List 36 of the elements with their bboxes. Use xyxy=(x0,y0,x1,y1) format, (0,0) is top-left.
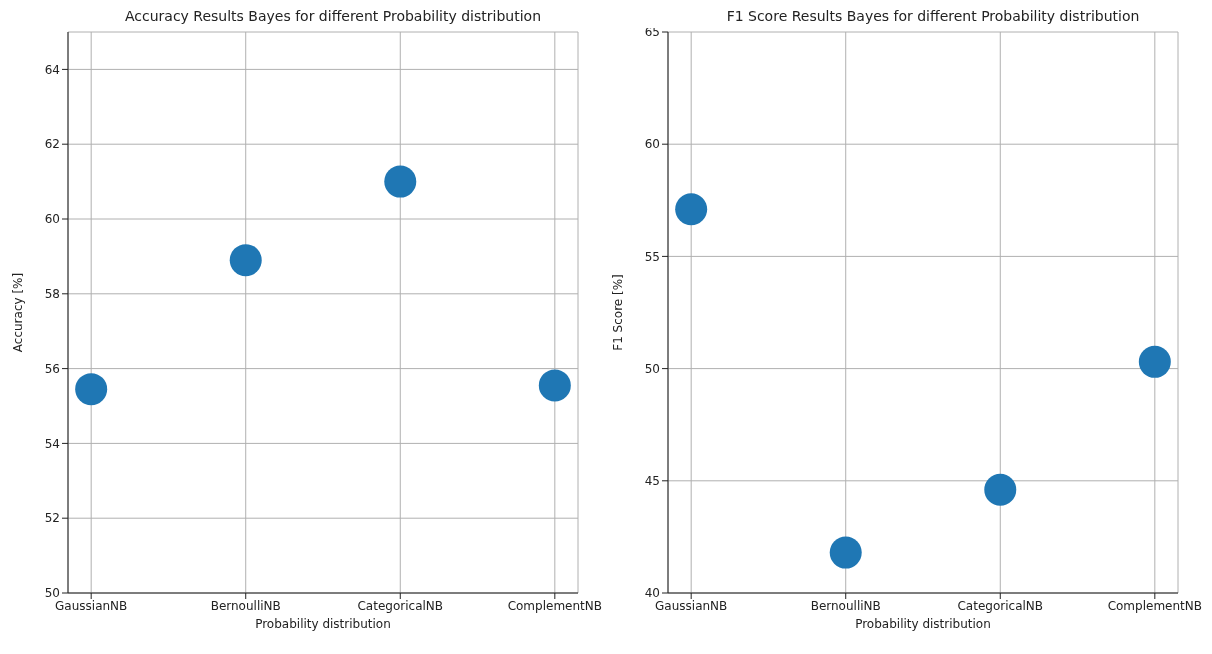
x-axis-title: Probability distribution xyxy=(855,617,991,631)
point xyxy=(675,193,708,226)
y-tick-label: 65 xyxy=(644,25,660,40)
x-axis-title: Probability distribution xyxy=(255,617,391,631)
x-tick-label: GaussianNB xyxy=(655,598,728,613)
y-tick-label: 56 xyxy=(44,361,60,376)
y-tick-label: 50 xyxy=(644,361,660,376)
x-tick-label: GaussianNB xyxy=(55,598,128,613)
y-axis-title: F1 Score [%] xyxy=(611,274,626,351)
y-tick-label: 45 xyxy=(644,474,660,489)
x-tick-label: CategoricalNB xyxy=(357,598,444,613)
x-tick-label: ComplementNB xyxy=(1107,598,1202,613)
y-tick-label: 50 xyxy=(44,586,60,601)
y-tick-label: 58 xyxy=(44,287,60,302)
y-tick-label: 54 xyxy=(44,436,60,451)
point xyxy=(229,244,262,277)
point xyxy=(75,373,108,406)
x-tick-label: CategoricalNB xyxy=(957,598,1044,613)
y-tick-label: 60 xyxy=(644,137,660,152)
y-tick-label: 64 xyxy=(44,62,60,77)
point xyxy=(384,165,417,198)
y-tick-label: 62 xyxy=(44,137,60,152)
y-tick-label: 40 xyxy=(644,586,660,601)
y-tick-label: 52 xyxy=(44,511,60,526)
point xyxy=(984,473,1017,506)
y-axis-title: Accuracy [%] xyxy=(11,272,26,353)
y-tick-label: 55 xyxy=(644,249,660,264)
x-tick-label: ComplementNB xyxy=(507,598,602,613)
x-tick-label: BernoulliNB xyxy=(810,598,881,613)
y-tick-label: 60 xyxy=(44,212,60,227)
x-tick-label: BernoulliNB xyxy=(210,598,281,613)
chart-title: F1 Score Results Bayes for different Probability distribution xyxy=(726,8,1140,24)
point xyxy=(538,369,571,402)
point xyxy=(829,536,862,569)
chart-title: Accuracy Results Bayes for different Probability distribution xyxy=(123,8,542,26)
point xyxy=(1138,345,1171,378)
